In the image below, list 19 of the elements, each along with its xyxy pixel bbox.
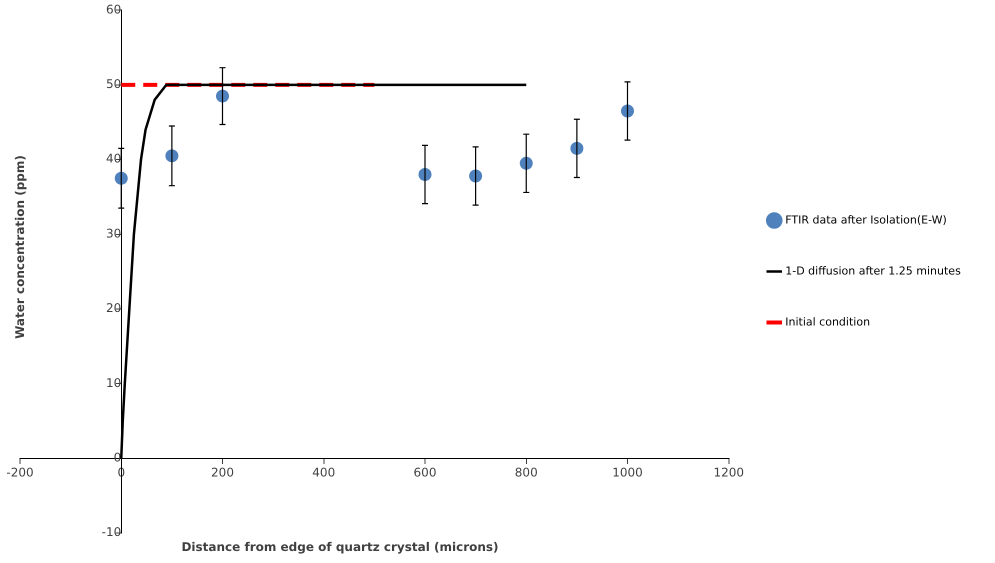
- x-tick-label: 600: [414, 466, 436, 480]
- x-tick-label: 1000: [612, 466, 643, 480]
- x-tick-label: 200: [211, 466, 234, 480]
- x-axis-title: Distance from edge of quartz crystal (microns): [180, 540, 500, 554]
- y-tick-label: -10: [102, 525, 122, 540]
- y-tick-label: 20: [106, 301, 122, 316]
- y-tick-label: 40: [106, 152, 122, 166]
- x-tick-label: 400: [312, 466, 336, 480]
- legend-label: Initial condition: [785, 315, 870, 328]
- x-tick-label: 1200: [713, 466, 744, 480]
- x-tick-label: 800: [514, 466, 538, 480]
- y-tick-label: 10: [106, 376, 122, 390]
- y-tick-label: 60: [106, 2, 122, 16]
- legend-label: 1-D diffusion after 1.25 minutes: [785, 264, 962, 278]
- y-axis-title: Water concentration (ppm): [13, 154, 27, 341]
- legend-label: FTIR data after Isolation(E-W): [785, 213, 947, 226]
- x-tick-label: -200: [6, 466, 34, 480]
- y-tick-label: 30: [106, 226, 122, 240]
- y-tick-label: 50: [106, 77, 122, 92]
